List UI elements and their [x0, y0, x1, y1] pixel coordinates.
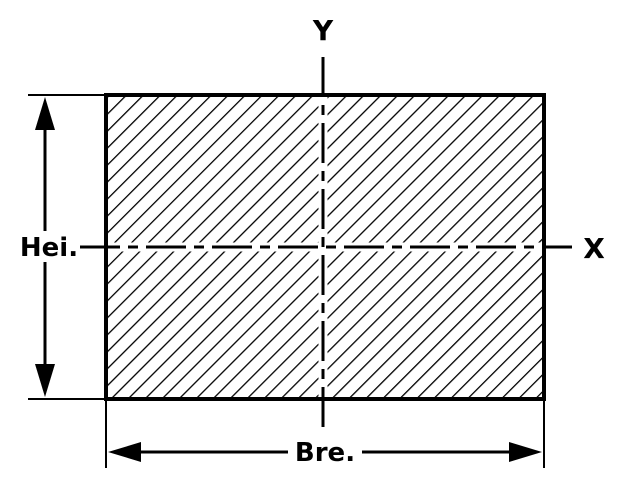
y-axis-label: Y	[312, 14, 334, 47]
height-dimension	[28, 94, 106, 400]
arrowhead-left-icon	[108, 442, 141, 462]
breadth-label: Bre.	[295, 438, 355, 468]
arrowhead-up-icon	[35, 97, 55, 130]
x-axis-label: X	[583, 232, 605, 265]
arrowhead-down-icon	[35, 364, 55, 397]
breadth-dimension	[105, 399, 545, 468]
arrowhead-right-icon	[509, 442, 542, 462]
height-label: Hei.	[20, 233, 78, 263]
